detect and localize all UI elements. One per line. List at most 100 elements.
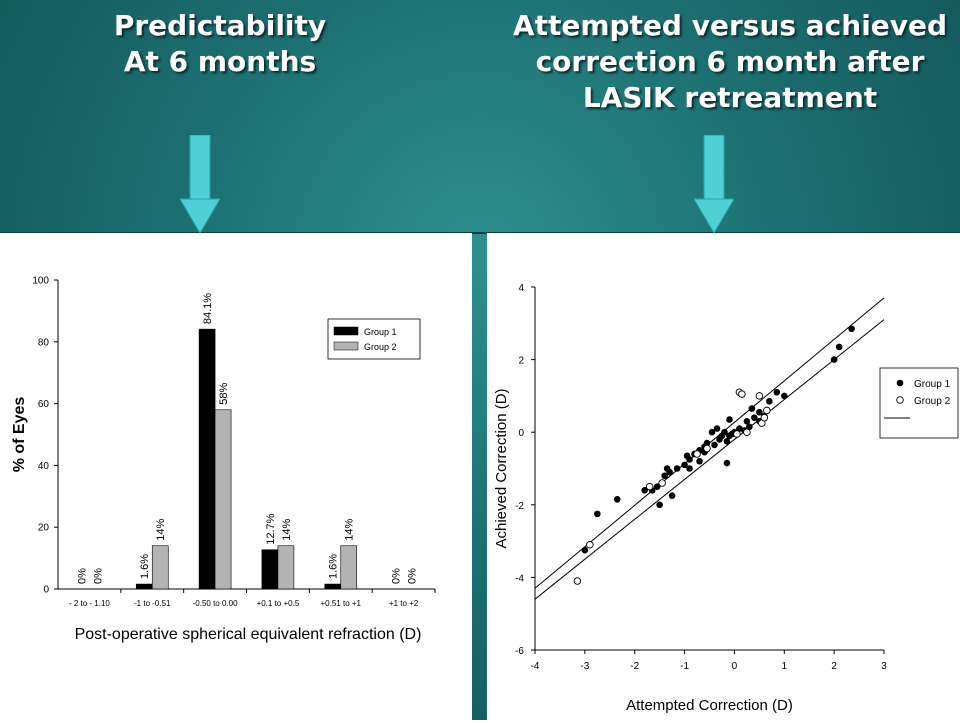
y-tick-label: -6 xyxy=(515,646,524,657)
data-point-group1 xyxy=(751,414,758,421)
x-tick-label: -4 xyxy=(531,661,540,672)
title-left-line-2: At 6 months xyxy=(123,45,317,78)
legend-label: Group 1 xyxy=(914,379,951,390)
legend-label: Group 1 xyxy=(364,327,397,337)
data-point-group2 xyxy=(586,540,594,549)
x-tick-label: -0.50 to 0.00 xyxy=(193,599,238,608)
data-point-group1 xyxy=(835,343,843,351)
data-point-group1 xyxy=(686,465,693,472)
bar-2 xyxy=(214,409,232,590)
data-point-group1 xyxy=(711,441,718,449)
y-tick-label: 0 xyxy=(43,585,49,596)
title-attempted-vs-achieved: Attempted versus achieved correction 6 m… xyxy=(500,8,960,116)
scatter-chart-panel: -6 -4 -2 0 2 4 -4 -3 -2 -1 0 1 2 3 Achieved Correction… xyxy=(487,233,960,720)
data-point-group2 xyxy=(693,450,701,458)
data-point-group2 xyxy=(703,444,711,453)
data-point-group1 xyxy=(653,483,661,490)
x-tick-label: +1 to +2 xyxy=(389,599,419,608)
data-point-group1 xyxy=(713,425,721,432)
title-right-line-1: Attempted versus achieved xyxy=(512,9,948,42)
data-point-group1 xyxy=(594,510,601,518)
data-point-group1 xyxy=(661,472,668,480)
data-label: 14% xyxy=(281,519,293,541)
y-tick-label: 100 xyxy=(32,276,49,287)
data-label: 84.1% xyxy=(202,293,214,324)
data-point-group2 xyxy=(743,428,751,436)
data-point-group2 xyxy=(645,482,654,491)
data-point-group1 xyxy=(656,501,663,509)
data-point-group1 xyxy=(766,398,773,405)
data-point-group1 xyxy=(723,437,731,445)
y-tick-label: 40 xyxy=(38,461,50,472)
title-right-line-2: correction 6 month after xyxy=(535,45,925,78)
data-point-group1 xyxy=(641,486,648,494)
x-tick-label: 2 xyxy=(831,661,837,672)
data-point-group2 xyxy=(755,392,764,400)
down-arrow-left-icon xyxy=(180,135,220,234)
data-point-group1 xyxy=(723,459,731,467)
legend-label: Group 2 xyxy=(914,396,951,407)
data-point-group1 xyxy=(726,416,733,423)
down-arrow-right-icon xyxy=(694,135,734,234)
data-point-group1 xyxy=(696,457,703,465)
x-tick-label: +0.1 to +0.5 xyxy=(257,599,300,608)
data-label: 0% xyxy=(92,568,104,584)
x-tick-label: 3 xyxy=(881,661,887,672)
data-label: 58% xyxy=(218,383,230,405)
legend-label: Group 2 xyxy=(364,342,397,352)
data-point-group1 xyxy=(708,428,716,436)
divider-line xyxy=(0,232,960,234)
data-point-group1 xyxy=(736,425,743,432)
y-axis-label: % of Eyes xyxy=(11,397,28,473)
data-label: 14% xyxy=(344,519,356,541)
data-point-group2 xyxy=(733,430,741,438)
x-tick-label: -3 xyxy=(580,661,589,672)
data-point-group1 xyxy=(613,496,621,503)
y-tick-label: 4 xyxy=(518,283,524,294)
y-tick-label: -4 xyxy=(515,573,524,584)
data-point-group1 xyxy=(756,408,763,416)
data-point-group1 xyxy=(848,325,855,333)
data-point-group1 xyxy=(773,388,781,396)
data-point-group1 xyxy=(681,461,688,469)
data-point-group1 xyxy=(721,428,728,436)
bar-2 xyxy=(277,545,295,590)
x-axis-label: Attempted Correction (D) xyxy=(626,697,793,714)
data-point-group1 xyxy=(746,423,753,431)
data-point-group2 xyxy=(658,479,666,487)
y-tick-label: 20 xyxy=(38,523,50,534)
bar-1 xyxy=(198,328,216,590)
legend-marker-group1 xyxy=(896,379,904,387)
bar-2 xyxy=(151,545,169,590)
data-point-group2 xyxy=(760,413,769,422)
data-label: 0% xyxy=(407,568,419,584)
data-label: 1.6% xyxy=(328,554,340,579)
bar-1 xyxy=(324,583,342,590)
x-tick-label: +0.51 to +1 xyxy=(321,599,362,608)
scatter-chart: -6 -4 -2 0 2 4 -4 -3 -2 -1 0 1 2 3 Achieved Correction… xyxy=(493,283,959,714)
data-point-group2 xyxy=(738,390,746,398)
y-axis-label: Achieved Correction (D) xyxy=(493,388,510,548)
x-tick-label: -1 xyxy=(680,661,689,672)
data-point-group2 xyxy=(763,406,771,415)
data-point-group1 xyxy=(830,356,838,363)
legend-box xyxy=(327,318,421,360)
data-point-group1 xyxy=(686,456,693,463)
data-point-group1 xyxy=(668,492,676,500)
x-tick-label: -1 to -0.51 xyxy=(134,599,171,608)
title-predictability: Predictability At 6 months xyxy=(40,8,400,80)
legend-swatch xyxy=(333,341,359,351)
y-tick-label: 80 xyxy=(38,337,50,348)
x-tick-label: -2 xyxy=(630,661,639,672)
data-label: 14% xyxy=(155,519,167,541)
title-left-line-1: Predictability xyxy=(113,9,327,42)
x-axis-label: Post-operative spherical equivalent refr… xyxy=(75,626,422,643)
bar-1 xyxy=(261,549,279,590)
regression-line xyxy=(534,319,885,600)
bar-1 xyxy=(135,583,153,590)
data-point-group1 xyxy=(666,468,673,476)
data-point-group2 xyxy=(573,577,582,585)
bar-2 xyxy=(340,545,358,590)
